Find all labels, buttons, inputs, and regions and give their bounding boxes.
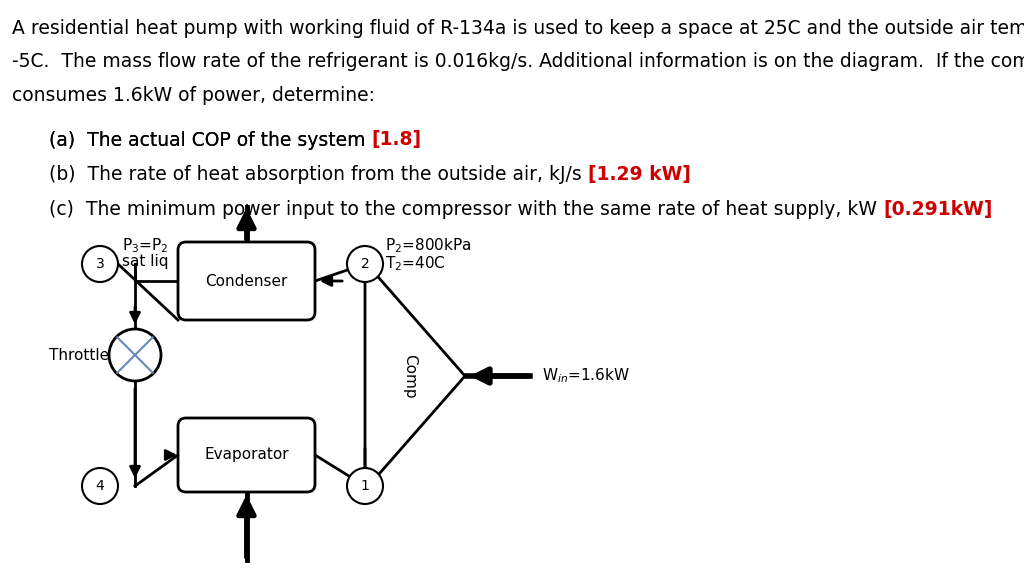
Text: (c)  The minimum power input to the compressor with the same rate of heat supply: (c) The minimum power input to the compr… bbox=[49, 200, 883, 219]
Text: [0.291kW]: [0.291kW] bbox=[883, 200, 992, 219]
Text: Comp: Comp bbox=[402, 354, 418, 398]
Text: consumes 1.6kW of power, determine:: consumes 1.6kW of power, determine: bbox=[12, 86, 375, 105]
Text: A residential heat pump with working fluid of R-134a is used to keep a space at : A residential heat pump with working flu… bbox=[12, 19, 1024, 38]
Text: 2: 2 bbox=[360, 257, 370, 271]
Text: [1.8]: [1.8] bbox=[372, 130, 422, 150]
Text: P$_3$=P$_2$: P$_3$=P$_2$ bbox=[122, 236, 168, 255]
Text: [1.29 kW]: [1.29 kW] bbox=[588, 165, 691, 184]
FancyBboxPatch shape bbox=[178, 242, 315, 320]
Text: 4: 4 bbox=[95, 479, 104, 493]
FancyBboxPatch shape bbox=[178, 418, 315, 492]
Text: 3: 3 bbox=[95, 257, 104, 271]
Circle shape bbox=[347, 468, 383, 504]
Circle shape bbox=[109, 329, 161, 381]
Circle shape bbox=[347, 246, 383, 282]
Text: sat liq: sat liq bbox=[122, 254, 169, 269]
Text: T$_2$=40C: T$_2$=40C bbox=[385, 254, 445, 273]
Text: W$_{in}$=1.6kW: W$_{in}$=1.6kW bbox=[542, 367, 630, 385]
Circle shape bbox=[82, 246, 118, 282]
Text: (a)  The actual COP of the system [1.8]: (a) The actual COP of the system [1.8] bbox=[49, 130, 416, 150]
Text: 1: 1 bbox=[360, 479, 370, 493]
Polygon shape bbox=[365, 262, 465, 490]
Text: (a)  The actual COP of the system: (a) The actual COP of the system bbox=[49, 130, 372, 150]
Text: Throttle: Throttle bbox=[49, 347, 110, 362]
Circle shape bbox=[82, 468, 118, 504]
Text: Condenser: Condenser bbox=[206, 274, 288, 288]
Text: P$_2$=800kPa: P$_2$=800kPa bbox=[385, 236, 471, 255]
Text: Evaporator: Evaporator bbox=[204, 448, 289, 462]
Text: (b)  The rate of heat absorption from the outside air, kJ/s: (b) The rate of heat absorption from the… bbox=[49, 165, 588, 184]
Text: -5C.  The mass flow rate of the refrigerant is 0.016kg/s. Additional information: -5C. The mass flow rate of the refrigera… bbox=[12, 52, 1024, 71]
Text: (a)  The actual COP of the system: (a) The actual COP of the system bbox=[49, 130, 372, 150]
